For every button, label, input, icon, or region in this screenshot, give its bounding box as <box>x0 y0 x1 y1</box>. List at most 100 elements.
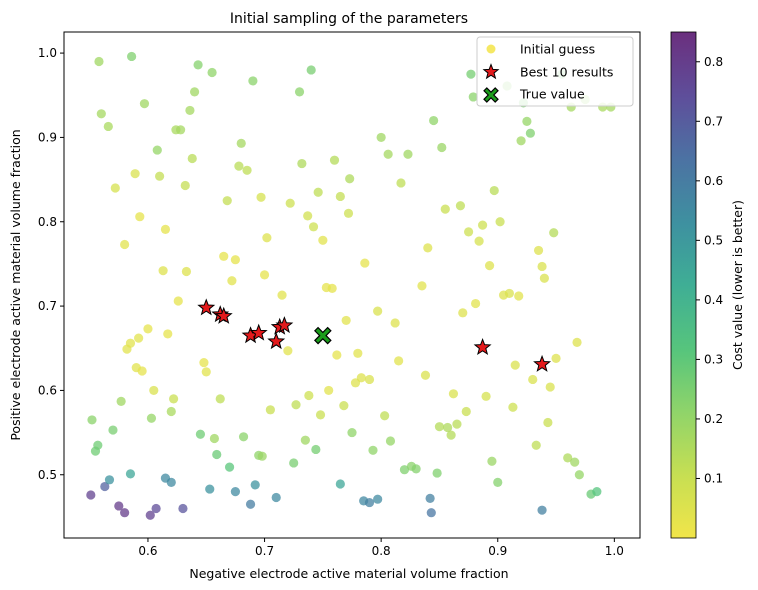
initial-guess-point <box>151 503 161 514</box>
initial-guess-point <box>339 400 349 411</box>
initial-guess-point <box>86 490 96 500</box>
initial-guess-point <box>570 457 580 467</box>
initial-guess-point <box>466 69 476 79</box>
initial-guess-point <box>347 427 357 438</box>
initial-guess-point <box>234 161 244 171</box>
initial-guess-point <box>495 217 505 227</box>
initial-guess-point <box>468 92 478 102</box>
initial-guess-point <box>135 212 145 222</box>
initial-guess-point <box>242 165 252 175</box>
initial-guess-point <box>212 449 222 460</box>
initial-guess-point <box>332 350 342 360</box>
initial-guess-point <box>103 121 113 132</box>
initial-guess-point <box>368 445 378 455</box>
initial-guess-point <box>158 266 168 276</box>
initial-guess-point <box>257 451 267 461</box>
initial-guess-point <box>335 479 345 489</box>
x-tick-label: 1.0 <box>605 544 624 558</box>
colorbar-tick-label: 0.4 <box>704 293 723 307</box>
initial-guess-point <box>173 296 183 306</box>
initial-guess-point <box>166 477 176 487</box>
best-result-star <box>197 298 216 316</box>
y-tick-label: 0.8 <box>38 215 57 229</box>
initial-guess-point <box>510 360 520 370</box>
x-axis-ticks: 0.6 0.7 0.8 0.9 1.0 <box>138 538 624 558</box>
initial-guess-point <box>364 497 375 508</box>
initial-guess-point <box>437 142 447 153</box>
initial-guess-point <box>343 208 354 218</box>
initial-guess-point <box>440 204 450 214</box>
initial-guess-point <box>434 422 445 432</box>
x-tick-label: 0.6 <box>138 544 157 558</box>
initial-guess-point <box>100 481 110 492</box>
initial-guess-point <box>289 458 299 468</box>
initial-guess-point <box>230 255 241 265</box>
initial-guess-point <box>315 410 326 420</box>
initial-guess-point <box>525 128 535 138</box>
initial-guess-point <box>484 261 495 271</box>
colorbar-tick-label: 0.3 <box>704 352 723 366</box>
initial-guess-point <box>146 413 157 423</box>
chart-title: Initial sampling of the parameters <box>230 11 468 27</box>
legend-best-results-marker <box>482 63 500 80</box>
initial-guess-point <box>185 105 195 116</box>
initial-guess-point <box>311 444 321 455</box>
y-tick-label: 1.0 <box>38 46 57 60</box>
plot-marks <box>86 51 616 520</box>
legend-true-value-marker <box>483 87 499 103</box>
initial-guess-point <box>432 468 442 478</box>
initial-guess-point <box>543 417 553 428</box>
initial-guess-point <box>385 436 396 446</box>
initial-guess-point <box>481 391 491 401</box>
initial-guess-point <box>285 198 295 208</box>
initial-guess-point <box>563 453 573 463</box>
initial-guess-point <box>474 236 484 246</box>
initial-guess-point <box>245 499 256 509</box>
initial-guess-point <box>508 402 518 412</box>
best-result-star <box>249 323 268 341</box>
initial-guess-point <box>356 373 366 383</box>
initial-guess-point <box>130 169 140 179</box>
initial-guess-point <box>189 87 200 97</box>
initial-guess-point <box>324 385 334 396</box>
initial-guess-point <box>256 192 266 202</box>
initial-guess-point <box>152 145 162 155</box>
initial-guess-point <box>178 503 188 514</box>
initial-guess-point <box>452 419 462 429</box>
initial-guess-point <box>125 338 136 348</box>
initial-guess-point <box>222 196 232 206</box>
initial-guess-point <box>426 508 436 518</box>
initial-guess-point <box>262 233 272 243</box>
initial-guess-point <box>155 171 165 181</box>
initial-guess-point <box>175 125 186 135</box>
initial-guess-point <box>236 138 246 148</box>
colorbar-tick-label: 0.7 <box>704 114 723 128</box>
initial-guess-point <box>539 273 549 283</box>
initial-guess-point <box>403 149 413 159</box>
legend-true-value-label: True value <box>519 87 585 102</box>
initial-guess-point <box>300 435 310 445</box>
x-axis-label: Negative electrode active material volum… <box>189 566 508 581</box>
initial-guess-point <box>487 456 497 466</box>
initial-guess-point <box>429 115 439 126</box>
initial-guess-point <box>545 382 555 392</box>
initial-guess-point <box>304 390 314 401</box>
initial-guess-point <box>193 60 203 70</box>
initial-guess-point <box>93 440 103 450</box>
initial-guess-point <box>169 394 179 404</box>
initial-guess-point <box>108 425 118 435</box>
initial-guess-point <box>455 201 466 211</box>
initial-guess-point <box>209 433 220 444</box>
initial-guess-point <box>551 353 561 363</box>
initial-guess-point <box>329 155 340 165</box>
initial-guess-point <box>248 76 258 86</box>
initial-guess-point <box>425 493 435 503</box>
initial-guess-point <box>120 508 130 518</box>
initial-guess-point <box>110 183 120 193</box>
y-axis-label: Positive electrode active material volum… <box>8 129 23 440</box>
colorbar: 0.1 0.2 0.3 0.4 0.5 0.6 0.7 0.8 Cost value (low… <box>670 31 745 539</box>
initial-guess-point <box>199 357 209 368</box>
initial-guess-point <box>528 374 538 385</box>
initial-guess-point <box>533 245 544 256</box>
initial-guess-point <box>448 389 459 399</box>
